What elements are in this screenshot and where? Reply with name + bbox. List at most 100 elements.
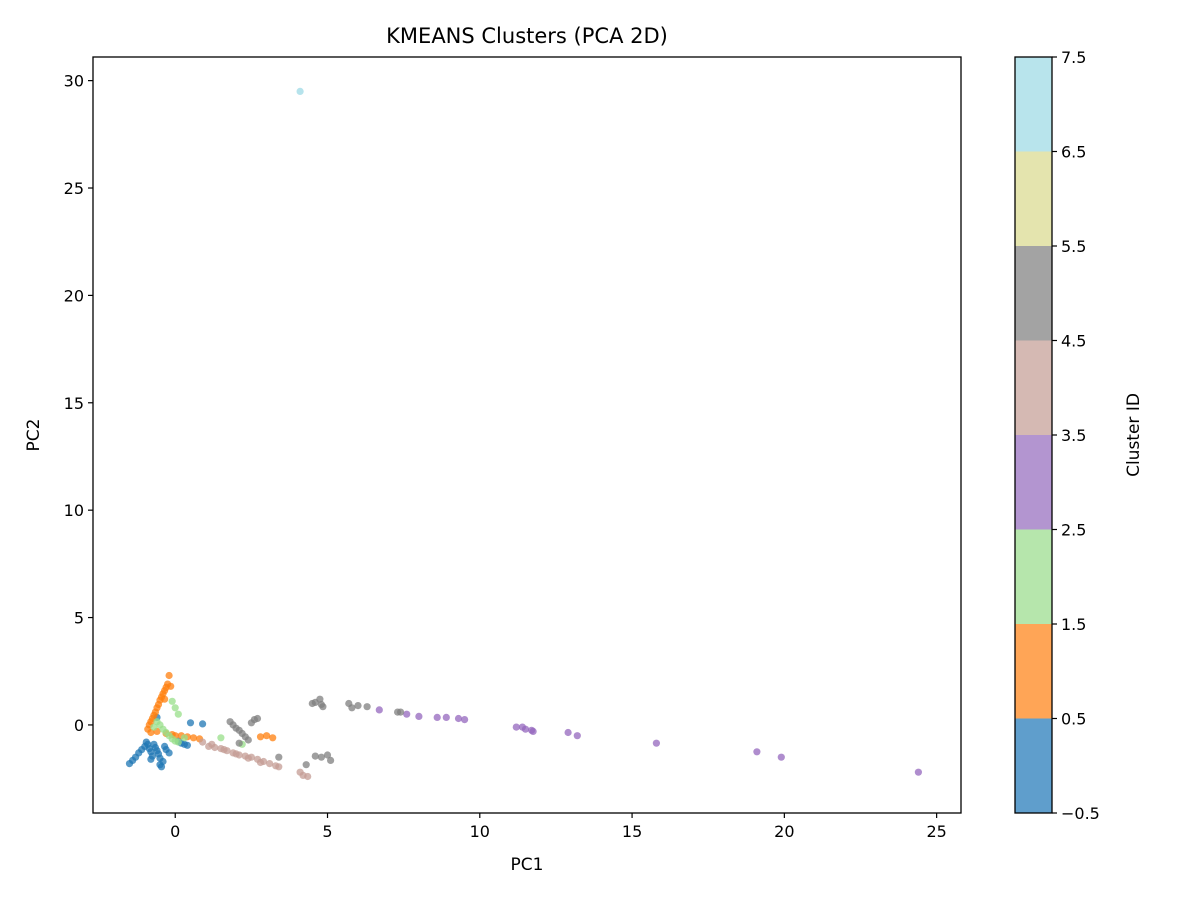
point-cluster-2-13: [150, 723, 158, 731]
y-tick-label-10: 10: [64, 501, 84, 520]
x-tick-label-5: 5: [322, 822, 332, 841]
point-cluster-3-11: [529, 727, 537, 736]
point-cluster-5-15: [319, 703, 327, 711]
point-cluster-5-27: [275, 753, 283, 761]
point-cluster-4-0: [199, 738, 207, 746]
plot-frame: [92, 56, 962, 814]
y-axis-label: PC2: [24, 419, 44, 452]
colorbar-ticks: −0.5 0.5 1.5 2.5 3.5 4.5 5.5 6.5 7.5: [1052, 48, 1100, 823]
point-cluster-3-2: [415, 712, 423, 721]
point-cluster-3-12: [564, 728, 572, 737]
point-cluster-5-23: [311, 752, 319, 760]
colorbar-segment-5: [1015, 246, 1052, 341]
colorbar-segment-7: [1015, 57, 1052, 152]
chart-title: KMEANS Clusters (PCA 2D): [386, 24, 668, 48]
point-cluster-2-10: [174, 738, 182, 746]
colorbar-tick-label-4: 3.5: [1061, 426, 1086, 445]
colorbar-tick-label-2: 1.5: [1061, 615, 1086, 634]
point-cluster-5-17: [348, 704, 356, 712]
colorbar-segment-6: [1015, 151, 1052, 246]
colorbar-label: Cluster ID: [1124, 393, 1144, 477]
point-cluster-4-19: [244, 754, 252, 762]
point-cluster-3-9: [521, 725, 530, 733]
point-cluster-3-16: [777, 753, 785, 761]
x-axis-label: PC1: [511, 855, 544, 875]
point-cluster-4-21: [256, 758, 265, 767]
point-cluster-1-15: [147, 728, 155, 737]
y-tick-label-15: 15: [64, 394, 84, 413]
point-cluster-3-6: [461, 716, 469, 724]
point-cluster-5-18: [354, 702, 362, 710]
y-tick-label-30: 30: [64, 72, 84, 91]
x-tick-label-10: 10: [470, 822, 490, 841]
point-cluster-5-19: [363, 703, 371, 711]
y-tick-label-20: 20: [64, 286, 84, 305]
scatter-points: [125, 87, 923, 781]
point-cluster-5-24: [317, 753, 325, 761]
point-cluster-3-0: [375, 706, 383, 714]
x-axis-ticks: 0 5 10 15 20 25: [170, 813, 947, 841]
x-tick-label-20: 20: [774, 822, 794, 841]
point-cluster-5-22: [302, 761, 310, 769]
x-tick-label-25: 25: [926, 822, 946, 841]
point-cluster-4-17: [208, 740, 216, 748]
x-tick-label-15: 15: [622, 822, 642, 841]
point-cluster-2-11: [217, 734, 225, 742]
colorbar-segment-3: [1015, 435, 1052, 530]
point-cluster-4-13: [275, 763, 283, 771]
point-cluster-4-16: [304, 772, 312, 781]
colorbar-tick-label-5: 4.5: [1061, 332, 1086, 351]
colorbar-segment-1: [1015, 624, 1052, 719]
point-cluster-0-28: [147, 755, 155, 763]
point-cluster-3-14: [652, 739, 661, 747]
point-cluster-0-26: [186, 719, 195, 727]
point-cluster-7-0: [296, 87, 304, 95]
colorbar-tick-label-0: −0.5: [1061, 804, 1100, 823]
y-tick-label-5: 5: [74, 609, 84, 628]
point-cluster-4-11: [266, 760, 274, 768]
point-cluster-5-10: [235, 739, 243, 747]
point-cluster-1-26: [269, 734, 277, 742]
point-cluster-4-18: [232, 750, 240, 758]
point-cluster-5-21: [397, 708, 405, 716]
point-cluster-1-0: [165, 671, 173, 680]
x-tick-label-0: 0: [170, 822, 180, 841]
y-axis-ticks: 0 5 10 15 20 25 30: [64, 72, 93, 735]
point-cluster-5-25: [323, 751, 332, 759]
point-cluster-2-2: [174, 710, 182, 718]
y-tick-label-25: 25: [64, 179, 84, 198]
point-cluster-3-13: [573, 732, 581, 740]
colorbar-segment-4: [1015, 340, 1052, 435]
colorbar: [1015, 57, 1052, 813]
point-cluster-0-27: [199, 720, 207, 728]
point-cluster-1-27: [161, 695, 169, 703]
point-cluster-3-15: [753, 748, 761, 756]
point-cluster-0-17: [159, 757, 167, 766]
colorbar-segment-2: [1015, 529, 1052, 624]
point-cluster-3-7: [512, 723, 520, 731]
point-cluster-2-1: [171, 704, 179, 712]
point-cluster-3-3: [433, 713, 441, 722]
colorbar-tick-label-6: 5.5: [1061, 237, 1086, 256]
point-cluster-1-24: [256, 733, 265, 741]
point-cluster-3-1: [403, 710, 411, 718]
point-cluster-0-21: [165, 749, 173, 757]
point-cluster-1-23: [167, 682, 175, 690]
point-cluster-3-4: [442, 713, 450, 722]
colorbar-segment-0: [1015, 718, 1052, 813]
point-cluster-2-14: [180, 734, 188, 742]
point-cluster-0-25: [183, 741, 191, 749]
colorbar-tick-label-3: 2.5: [1061, 521, 1086, 540]
point-cluster-2-0: [168, 697, 176, 705]
point-cluster-5-26: [327, 756, 335, 765]
point-cluster-4-20: [220, 746, 228, 754]
colorbar-tick-label-1: 0.5: [1061, 710, 1086, 729]
point-cluster-0-29: [142, 738, 150, 746]
point-cluster-5-9: [253, 714, 262, 723]
point-cluster-3-5: [454, 714, 463, 723]
point-cluster-1-21: [189, 734, 198, 742]
colorbar-tick-label-7: 6.5: [1061, 143, 1086, 162]
colorbar-tick-label-8: 7.5: [1061, 48, 1086, 67]
point-cluster-5-6: [244, 736, 252, 744]
